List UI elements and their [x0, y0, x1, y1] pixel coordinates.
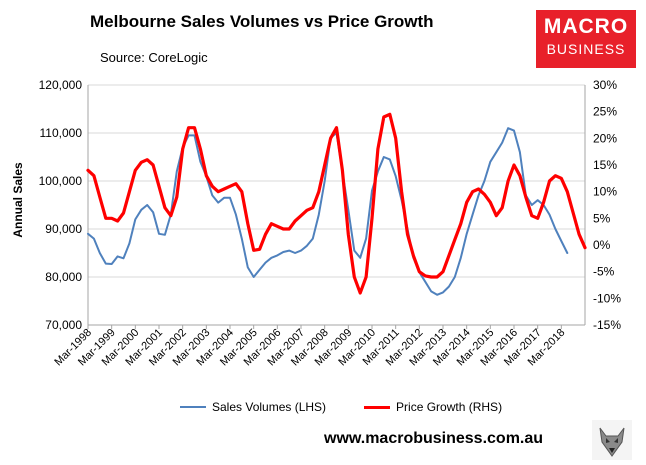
legend-item-sales: Sales Volumes (LHS): [180, 400, 326, 414]
series: [86, 112, 587, 296]
legend-swatch-sales: [180, 406, 206, 408]
left-tick-label: 90,000: [45, 222, 82, 236]
left-tick-label: 110,000: [40, 126, 83, 140]
legend-label-sales: Sales Volumes (LHS): [212, 400, 327, 414]
right-tick-label: 25%: [593, 105, 617, 119]
legend-swatch-price: [364, 405, 391, 409]
right-tick-label: 10%: [593, 185, 617, 199]
right-tick-label: 5%: [593, 211, 611, 225]
axes: 70,000 80,000 90,000 100,000 110,000 120,000 -…: [39, 78, 622, 368]
right-tick-label: 20%: [593, 131, 617, 145]
legend-item-price: Price Growth (RHS): [364, 400, 502, 414]
chart-title: Melbourne Sales Volumes vs Price Growth: [90, 12, 434, 31]
website-url: www.macrobusiness.com.au: [324, 430, 544, 447]
series-line-price: [86, 112, 587, 295]
left-tick-label: 120,000: [39, 78, 83, 92]
right-tick-label: 0%: [593, 238, 611, 252]
wolf-logo-icon: [592, 420, 632, 460]
series-line-sales: [87, 127, 569, 296]
right-tick-label: -10%: [593, 291, 621, 305]
y-axis-label: Annual Sales: [11, 162, 25, 238]
logo-line-2: BUSINESS: [546, 41, 626, 57]
legend-label-price: Price Growth (RHS): [396, 400, 503, 414]
logo-line-1: MACRO: [543, 15, 629, 38]
left-tick-label: 70,000: [45, 318, 82, 332]
chart-source: Source: CoreLogic: [100, 50, 208, 65]
left-tick-label: 80,000: [45, 270, 82, 284]
right-tick-label: -15%: [593, 318, 621, 332]
right-tick-label: 30%: [593, 78, 617, 92]
right-tick-label: -5%: [593, 265, 615, 279]
macrobusiness-logo: MACRO BUSINESS: [536, 10, 636, 68]
legend: Sales Volumes (LHS) Price Growth (RHS): [180, 400, 540, 414]
right-tick-label: 15%: [593, 158, 617, 172]
left-tick-label: 100,000: [39, 174, 83, 188]
